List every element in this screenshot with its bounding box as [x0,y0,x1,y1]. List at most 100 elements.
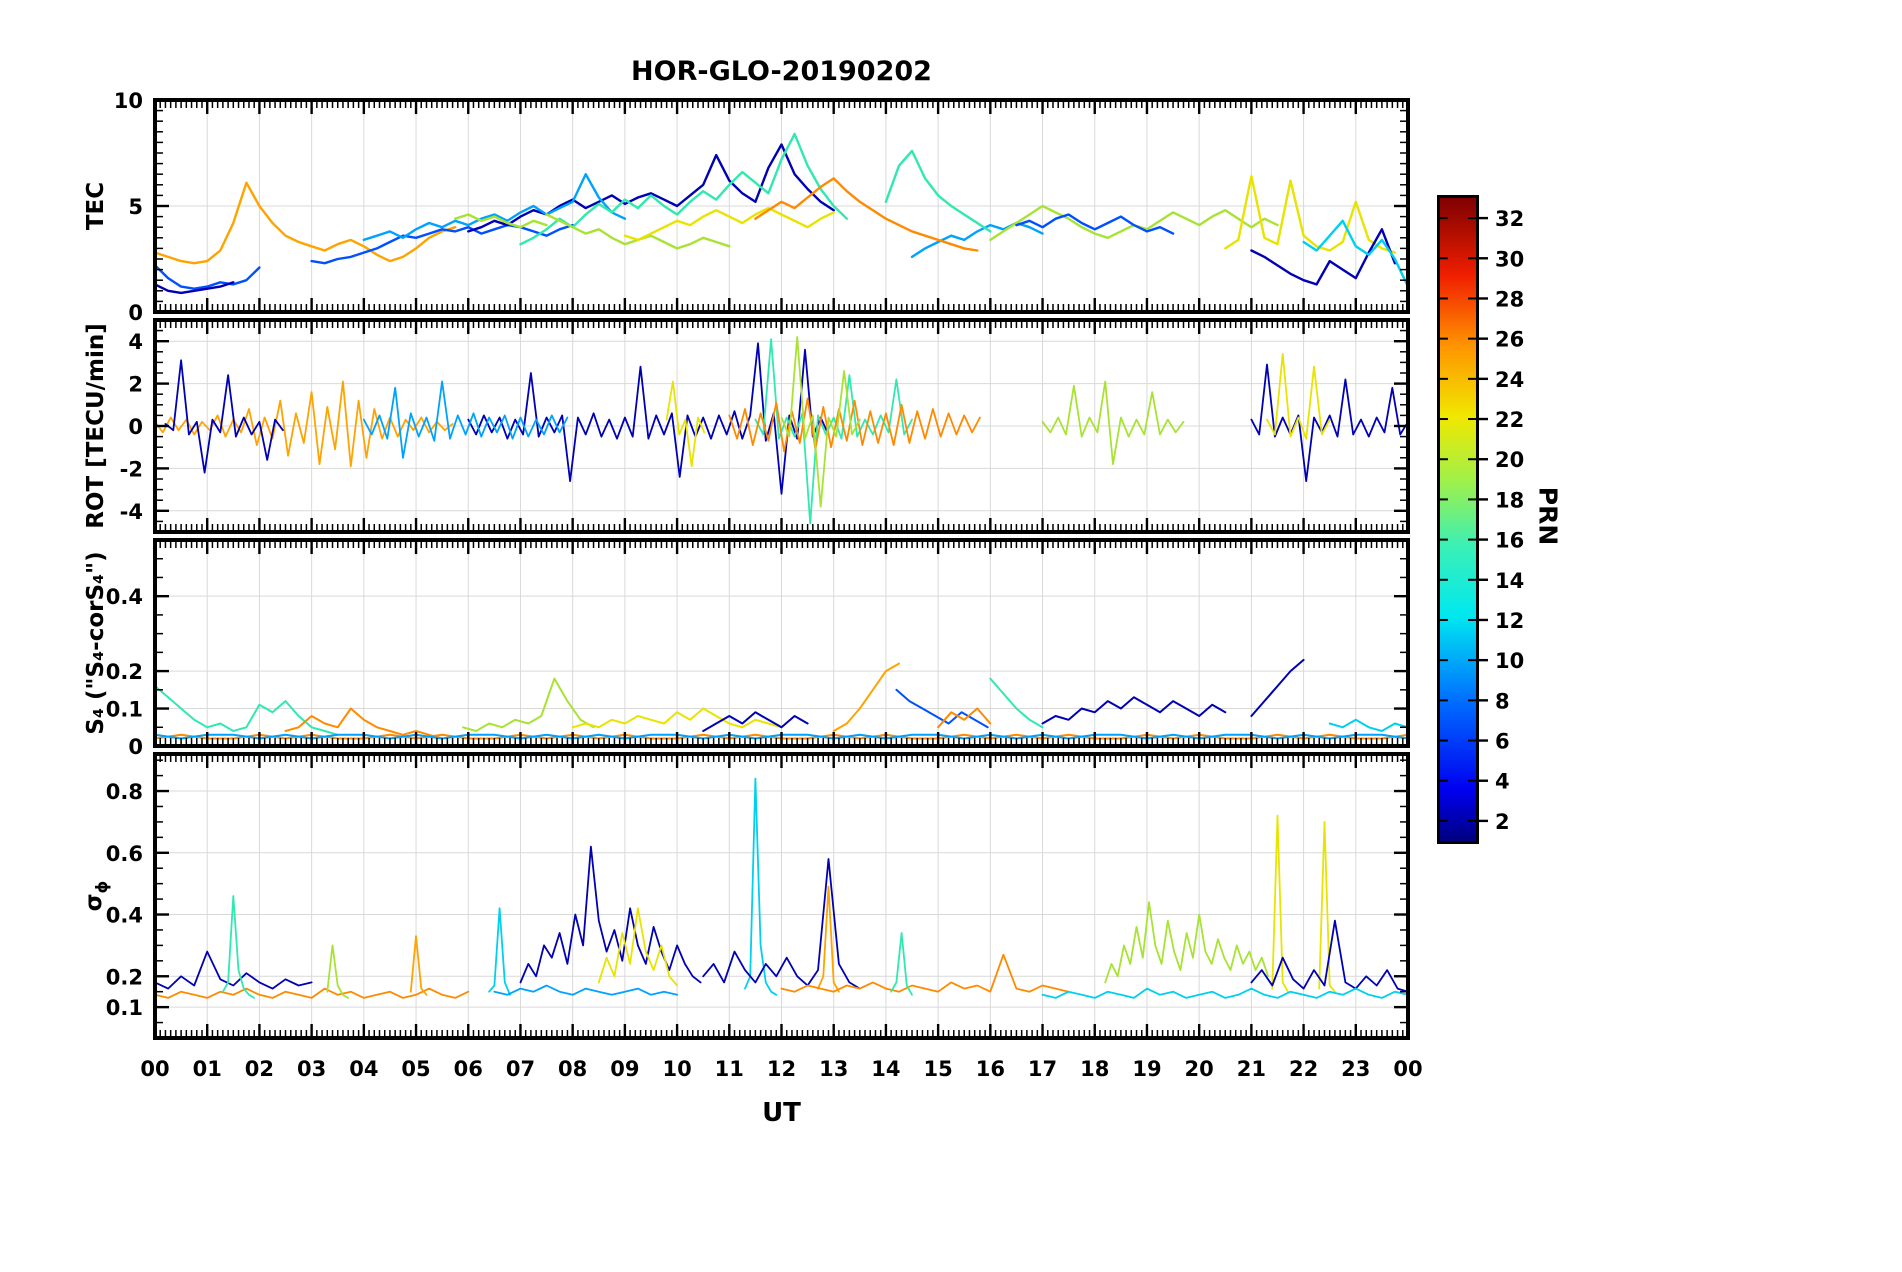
series-prn-17 [462,677,595,732]
series-prn-12 [1041,987,1409,999]
svg-text:0: 0 [128,415,143,439]
svg-text:5: 5 [128,195,143,219]
svg-text:4: 4 [1495,770,1510,794]
series-prn-17 [454,213,548,229]
tec-panel: 0 5 10 [114,89,1410,325]
series-prn-22 [153,181,457,265]
svg-text:07: 07 [506,1057,535,1081]
series-prn-14 [154,685,339,736]
svg-text:18: 18 [1495,488,1524,512]
svg-text:00: 00 [1393,1057,1422,1081]
svg-text:10: 10 [662,1057,691,1081]
series-prn-6 [1015,213,1175,235]
svg-text:12: 12 [1495,609,1524,633]
series-prn-2 [1250,658,1305,717]
colorbar-gradient [1437,195,1479,844]
series-prn-6 [895,688,989,729]
series-prn-10 [362,172,627,242]
svg-text:14: 14 [871,1057,900,1081]
svg-text:24: 24 [1495,368,1524,392]
svg-text:22: 22 [1289,1057,1318,1081]
svg-text:30: 30 [1495,247,1524,271]
colorbar-inner-ticks [1440,217,1476,822]
series-prn-23 [728,397,981,453]
series-prn-22 [409,935,428,996]
series-prn-22 [154,380,454,468]
svg-text:0.6: 0.6 [106,842,143,866]
svg-text:2: 2 [128,373,143,397]
series-prn-17 [1104,901,1269,984]
svg-text:08: 08 [558,1057,587,1081]
svg-text:11: 11 [715,1057,744,1081]
series-prn-14 [221,895,256,999]
series-prn-6 [310,223,574,265]
series-prn-12 [488,907,511,996]
svg-text:-2: -2 [120,457,143,481]
svg-text:16: 16 [1495,529,1524,553]
sigma-phi-panel: 0.1 0.2 0.4 0.6 0.8 00 01 02 03 04 05 06 07 08 09 10 11 1… [106,752,1423,1081]
svg-text:8: 8 [1495,689,1510,713]
series-prn-23 [780,953,1070,993]
svg-text:02: 02 [245,1057,274,1081]
svg-text:17: 17 [1028,1057,1057,1081]
svg-text:0.8: 0.8 [106,780,143,804]
series-prn-12 [1302,219,1410,288]
svg-text:0: 0 [128,301,143,325]
svg-text:0.1: 0.1 [106,996,143,1020]
colorbar-label-prn: PRN [1533,486,1563,546]
series-prn-2 [467,143,835,233]
series-prn-20 [1271,814,1289,993]
series-prn-14 [989,677,1044,729]
series-prn-23 [284,707,444,740]
series-prn-20 [1318,821,1336,993]
svg-text:2: 2 [1495,810,1510,834]
svg-text:06: 06 [454,1057,483,1081]
svg-text:0.2: 0.2 [106,965,143,989]
svg-text:0: 0 [128,735,143,759]
svg-text:32: 32 [1495,207,1524,231]
svg-text:19: 19 [1132,1057,1161,1081]
series-prn-10 [493,984,678,996]
svg-text:23: 23 [1341,1057,1370,1081]
series-prn-2 [1250,228,1397,286]
svg-text:16: 16 [976,1057,1005,1081]
svg-text:0.2: 0.2 [106,660,143,684]
series-prn-22 [817,885,840,993]
series-prn-12 [1328,718,1409,732]
x-axis-title: UT [762,1098,801,1128]
series-prn-20 [623,206,835,242]
svg-text:28: 28 [1495,287,1524,311]
series-prn-23 [754,177,979,252]
svg-text:18: 18 [1080,1057,1109,1081]
svg-text:01: 01 [193,1057,222,1081]
figure-title: HOR-GLO-20190202 [631,56,932,87]
series-prn-20 [1266,353,1331,440]
series-prn-2 [467,342,830,495]
series-prn-2 [702,711,809,732]
series-prn-17 [1041,380,1185,466]
series-prn-22 [832,662,900,732]
svg-text:4: 4 [128,330,143,354]
svg-text:0.4: 0.4 [106,904,143,928]
rot-panel: -4 -2 0 2 4 [120,318,1410,534]
series-prn-20 [1224,175,1397,254]
series-prn-14 [884,149,992,233]
series-prn-17 [326,944,350,999]
svg-text:0.4: 0.4 [106,585,143,609]
svg-text:09: 09 [610,1057,639,1081]
svg-text:20: 20 [1185,1057,1214,1081]
s4-panel: 0 0.1 0.2 0.4 [106,538,1410,759]
series-prn-2 [1250,919,1409,993]
svg-text:15: 15 [924,1057,953,1081]
series-prn-23 [154,987,470,999]
series-prn-2 [154,950,313,990]
svg-text:00: 00 [140,1057,169,1081]
series-prn-17 [545,213,731,250]
svg-text:21: 21 [1237,1057,1266,1081]
series-prn-12 [744,777,778,996]
series-prn-20 [571,707,783,729]
series-prn-6 [153,264,261,290]
svg-text:12: 12 [767,1057,796,1081]
series-prn-14 [890,932,913,996]
